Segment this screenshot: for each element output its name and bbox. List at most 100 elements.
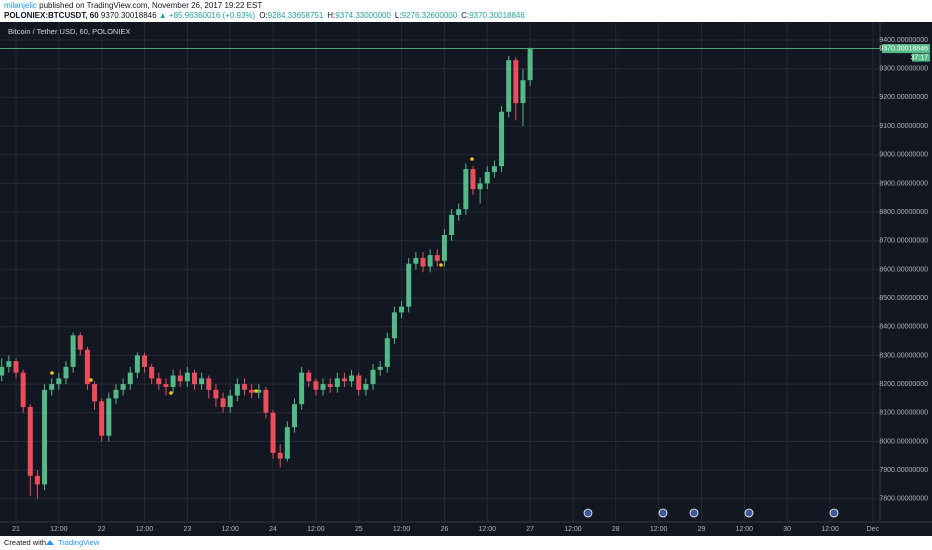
candle-body — [449, 214, 455, 236]
countdown-box — [912, 53, 930, 62]
candle-body — [99, 401, 105, 436]
event-dot[interactable] — [169, 391, 173, 395]
author[interactable]: milanjelic — [4, 1, 37, 10]
candle-body — [391, 312, 397, 339]
candle-body — [49, 384, 55, 390]
candle-body — [170, 375, 176, 387]
published: published on TradingView.com, November 2… — [39, 1, 262, 10]
event-flag[interactable] — [829, 508, 839, 518]
tv-logo — [46, 540, 54, 545]
candle-body — [506, 60, 512, 112]
economic-events — [583, 508, 839, 518]
last-price-box — [882, 44, 930, 54]
y-tick-label: 8000.00000000 — [879, 438, 928, 445]
candle-body — [527, 48, 533, 81]
candle-body — [163, 384, 169, 387]
candle-body — [299, 372, 305, 405]
last-price: 9370.30018846 — [101, 11, 157, 20]
candle-body — [313, 381, 319, 390]
candle-body — [327, 384, 333, 387]
change: ▲ +85.96360016 (+0.93%) — [159, 11, 256, 20]
x-tick-label: 12:00 — [393, 526, 411, 533]
event-dot[interactable] — [254, 389, 258, 393]
x-tick-label: 25 — [355, 526, 363, 533]
candle-body — [470, 169, 476, 190]
brand[interactable]: TradingView — [58, 538, 100, 547]
y-tick-label: 8800.00000000 — [879, 209, 928, 216]
candle-body — [220, 398, 226, 408]
ohlc-label: L: — [395, 11, 402, 20]
candle-body — [477, 183, 483, 190]
candle-body — [277, 452, 283, 459]
event-flag[interactable] — [658, 508, 668, 518]
ohlc: O:9284.33658751 H:9374.33000000 L:9276.326… — [259, 11, 525, 20]
candle-body — [441, 235, 447, 261]
candle-body — [356, 375, 362, 390]
candle-body — [334, 378, 340, 387]
candle-body — [149, 366, 155, 379]
x-tick-label: 24 — [269, 526, 277, 533]
candle-body — [320, 384, 326, 390]
x-tick-label: 12:00 — [821, 526, 839, 533]
candle-body — [270, 412, 276, 453]
y-tick-label: 8700.00000000 — [879, 238, 928, 245]
candle-body — [127, 372, 133, 385]
candle-body — [63, 366, 69, 379]
event-dot[interactable] — [89, 378, 93, 382]
y-tick-label: 9400.00000000 — [879, 37, 928, 44]
candle-body — [120, 384, 126, 390]
candle-body — [20, 372, 26, 408]
candle-body — [106, 398, 112, 436]
event-markers — [50, 157, 474, 395]
y-tick-label: 8100.00000000 — [879, 410, 928, 417]
y-tick-label: 9100.00000000 — [879, 123, 928, 130]
chart-title: Bitcoin / Tether USD, 60, POLONIEX — [8, 27, 130, 36]
candle-body — [77, 335, 83, 350]
x-tick-label: 28 — [612, 526, 620, 533]
x-tick-label: 12:00 — [650, 526, 668, 533]
candle-body — [384, 338, 390, 367]
grid — [0, 22, 880, 522]
candle-body — [241, 384, 247, 390]
event-dot[interactable] — [50, 371, 54, 375]
y-tick-label: 9000.00000000 — [879, 152, 928, 159]
candle-body — [377, 366, 383, 370]
y-tick-label: 8300.00000000 — [879, 352, 928, 359]
candle-body — [134, 355, 140, 373]
event-flag[interactable] — [689, 508, 699, 518]
ohlc-value: 9370.30018846 — [469, 11, 525, 20]
candle-body — [56, 378, 62, 385]
candle-body — [0, 366, 5, 376]
candle-body — [199, 378, 205, 385]
price-line-group: 9370.30018846 37:17 — [0, 44, 930, 62]
event-flag[interactable] — [583, 508, 593, 518]
candle-body — [456, 209, 462, 215]
candle-body — [156, 378, 162, 385]
candle-body — [256, 389, 262, 393]
candle-body — [92, 384, 98, 402]
candle-body — [363, 384, 369, 390]
candle-body — [399, 306, 405, 313]
candle-body — [27, 407, 33, 476]
candle-body — [192, 372, 198, 385]
header-bg — [0, 0, 932, 22]
event-dot[interactable] — [470, 157, 474, 161]
publish-line: milanjelic published on TradingView.com,… — [4, 1, 262, 10]
x-tick-label: 21 — [12, 526, 20, 533]
y-tick-label: 9200.00000000 — [879, 94, 928, 101]
x-tick-label: 27 — [526, 526, 534, 533]
countdown: 37:17 — [910, 54, 928, 61]
x-tick-label: 12:00 — [136, 526, 154, 533]
candle-body — [284, 427, 290, 459]
ohlc-label: C: — [461, 11, 469, 20]
created-with: Created with — [4, 538, 46, 547]
event-flag[interactable] — [744, 508, 754, 518]
y-tick-label: 8200.00000000 — [879, 381, 928, 388]
candle-body — [249, 389, 255, 393]
candle-body — [427, 255, 433, 267]
x-tick-label: 26 — [441, 526, 449, 533]
ohlc-value: 9284.33658751 — [268, 11, 324, 20]
candle-body — [434, 255, 440, 261]
event-dot[interactable] — [439, 263, 443, 267]
